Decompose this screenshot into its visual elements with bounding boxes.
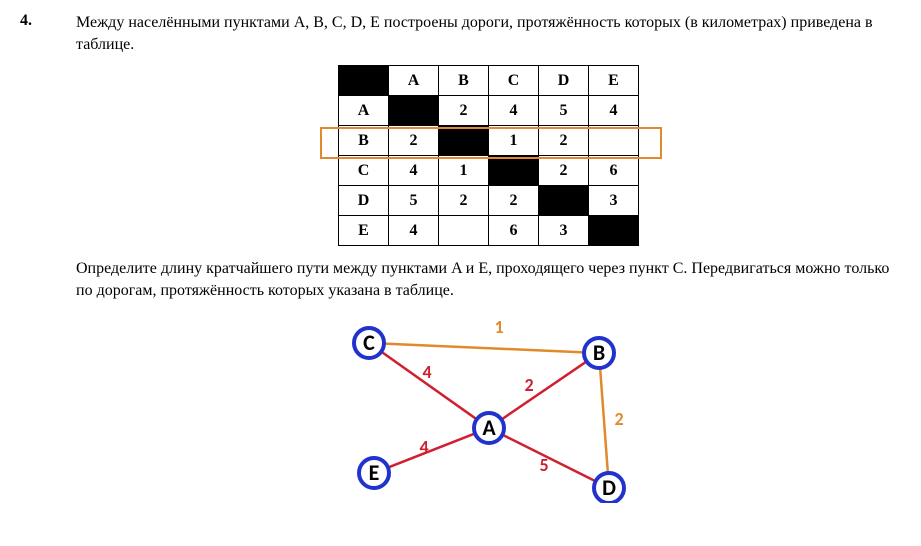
table-cell: 2 (389, 126, 439, 156)
table-header-D: D (539, 66, 589, 96)
table-cell: 4 (389, 216, 439, 246)
node-label-A: A (482, 414, 496, 441)
graph-diagram: 1 4 2 4 5 2 C B A E D (299, 313, 679, 503)
table-cell (489, 156, 539, 186)
table-cell (589, 216, 639, 246)
distance-table: ABCDEA2454B212C4126D5223E463 (338, 65, 639, 246)
table-header-A: A (389, 66, 439, 96)
graph-diagram-wrap: 1 4 2 4 5 2 C B A E D (76, 313, 901, 503)
node-label-D: D (602, 474, 616, 501)
table-cell: 6 (489, 216, 539, 246)
table-cell: 2 (439, 186, 489, 216)
table-cell: 6 (589, 156, 639, 186)
table-rowlabel-D: D (339, 186, 389, 216)
table-cell (589, 126, 639, 156)
table-cell: 3 (589, 186, 639, 216)
node-label-B: B (592, 339, 604, 366)
table-cell (439, 126, 489, 156)
edge-B-D (600, 368, 608, 473)
table-cell: 1 (489, 126, 539, 156)
table-rowlabel-E: E (339, 216, 389, 246)
table-cell (439, 216, 489, 246)
distance-table-wrap: ABCDEA2454B212C4126D5223E463 (76, 65, 901, 246)
problem-intro: Между населёнными пунктами A, B, C, D, E… (76, 12, 901, 55)
edge-A-D (502, 435, 595, 482)
table-rowlabel-A: A (339, 96, 389, 126)
edge-weight-A-E: 4 (419, 436, 428, 458)
edge-C-B (383, 344, 583, 353)
node-label-E: E (368, 459, 379, 486)
edge-weight-A-B: 2 (524, 374, 533, 396)
edge-weight-C-B: 1 (494, 316, 503, 338)
edge-weight-A-C: 4 (422, 361, 431, 383)
edge-weight-B-D: 2 (614, 408, 623, 430)
table-cell: 2 (539, 126, 589, 156)
table-cell: 4 (489, 96, 539, 126)
problem-number: 4. (20, 12, 48, 503)
table-rowlabel-B: B (339, 126, 389, 156)
table-cell: 2 (539, 156, 589, 186)
table-header-C: C (489, 66, 539, 96)
graph-nodes: C B A E D (354, 328, 624, 503)
node-label-C: C (363, 329, 375, 356)
table-cell: 2 (489, 186, 539, 216)
table-cell: 1 (439, 156, 489, 186)
table-rowlabel-C: C (339, 156, 389, 186)
edge-A-B (501, 362, 586, 420)
table-cell (539, 186, 589, 216)
edge-A-E (387, 434, 474, 468)
table-header-E: E (589, 66, 639, 96)
table-cell: 4 (389, 156, 439, 186)
table-cell (389, 96, 439, 126)
table-cell: 4 (589, 96, 639, 126)
edge-weight-A-D: 5 (539, 454, 548, 476)
table-cell: 5 (539, 96, 589, 126)
table-header-blank (339, 66, 389, 96)
table-cell: 5 (389, 186, 439, 216)
table-header-B: B (439, 66, 489, 96)
table-cell: 3 (539, 216, 589, 246)
problem-question: Определите длину кратчайшего пути между … (76, 258, 901, 301)
table-cell: 2 (439, 96, 489, 126)
